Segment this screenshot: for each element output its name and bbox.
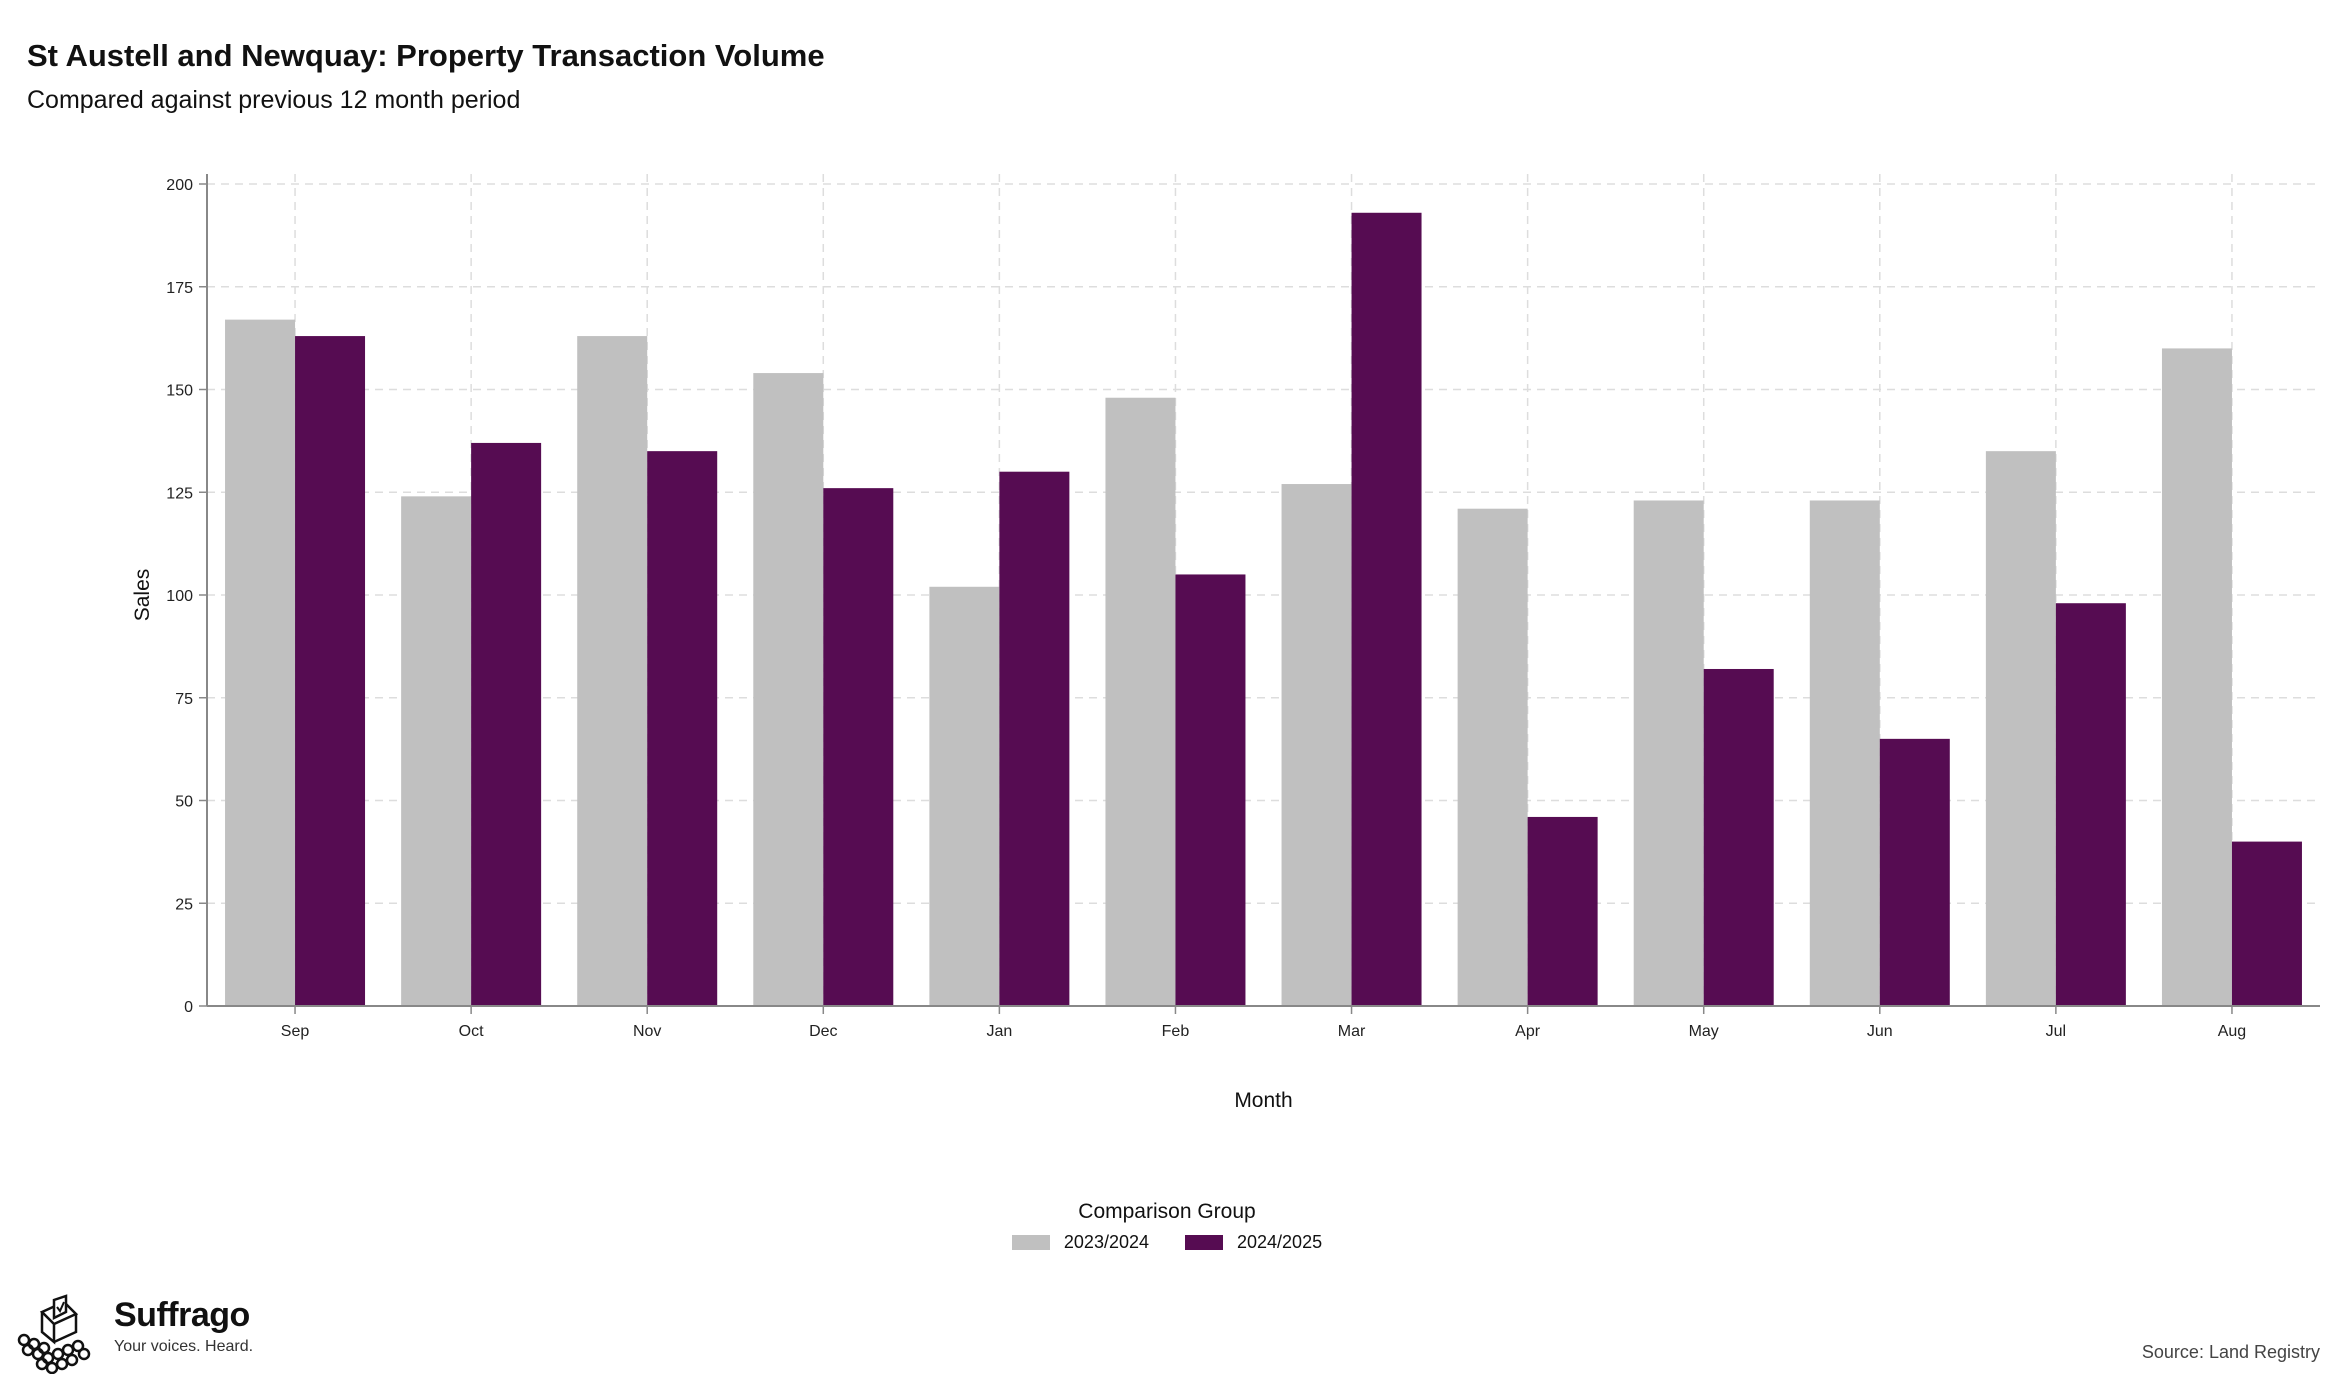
legend-label: 2024/2025 [1237, 1232, 1323, 1252]
bar-2023-2024-jul [1985, 451, 2056, 1006]
y-tick-label: 125 [166, 485, 193, 502]
x-tick-label: May [1689, 1023, 1719, 1040]
bar-2024-2025-jan [999, 471, 1070, 1006]
x-tick-label: Sep [281, 1023, 310, 1040]
legend: Comparison Group 2023/2024 2024/2025 [0, 1200, 2334, 1253]
bar-2023-2024-dec [753, 373, 824, 1006]
source-note: Source: Land Registry [2141, 1342, 2320, 1362]
y-tick-label: 0 [184, 999, 193, 1016]
bar-2024-2025-sep [295, 336, 366, 1006]
bar-2024-2025-oct [471, 442, 542, 1006]
x-tick-label: Apr [1515, 1023, 1541, 1040]
bar-2024-2025-feb [1175, 574, 1246, 1006]
bar-2023-2024-sep [225, 319, 296, 1006]
x-tick-label: Jan [986, 1023, 1012, 1040]
x-axis-title: Month [1234, 1089, 1292, 1112]
bar-2023-2024-mar [1281, 484, 1352, 1006]
bar-2023-2024-feb [1105, 397, 1176, 1007]
chart-subtitle: Compared against previous 12 month perio… [27, 86, 521, 114]
bar-2023-2024-jan [929, 586, 1000, 1006]
y-tick-label: 150 [166, 383, 193, 400]
brand-name: Suffrago [114, 1296, 250, 1334]
bar-2024-2025-mar [1351, 212, 1422, 1006]
bars [225, 212, 2302, 1007]
x-tick-label: Mar [1338, 1023, 1366, 1040]
brand-tagline: Your voices. Heard. [114, 1338, 254, 1355]
x-tick-label: Aug [2218, 1023, 2246, 1040]
x-tick-label: Oct [459, 1023, 484, 1040]
legend-item: 2023/2024 [1011, 1232, 1149, 1253]
y-axis-title: Sales [131, 569, 154, 622]
bar-2023-2024-oct [401, 496, 472, 1006]
y-tick-label: 75 [175, 691, 193, 708]
brand-text: Suffrago Your voices. Heard. [114, 1292, 253, 1356]
x-tick-label: Jun [1867, 1023, 1893, 1040]
bar-2023-2024-nov [577, 336, 648, 1006]
bar-2024-2025-may [1703, 668, 1774, 1006]
y-tick-label: 175 [166, 280, 193, 297]
bar-2023-2024-jun [1809, 500, 1880, 1006]
x-tick-label: Dec [809, 1023, 837, 1040]
legend-items: 2023/2024 2024/2025 [0, 1232, 2334, 1253]
bar-2024-2025-nov [647, 451, 718, 1006]
y-tick-label: 100 [166, 588, 193, 605]
brand-logo: Suffrago Your voices. Heard. [14, 1292, 253, 1379]
legend-title: Comparison Group [1078, 1200, 1256, 1223]
y-tick-label: 25 [175, 896, 193, 913]
bar-2023-2024-apr [1457, 508, 1528, 1006]
bar-2023-2024-aug [2161, 348, 2232, 1006]
legend-item: 2024/2025 [1185, 1232, 1322, 1253]
bar-2024-2025-jun [1879, 738, 1950, 1006]
legend-label: 2023/2024 [1063, 1232, 1149, 1252]
legend-swatch [1011, 1235, 1050, 1250]
x-tick-label: Nov [633, 1023, 661, 1040]
bar-chart: 0 25 50 75 100 125 150 175 200 Sep Oct Nov Dec Jan Feb… [131, 174, 2320, 1112]
x-tick-label: Jul [2046, 1023, 2066, 1040]
bar-2024-2025-dec [823, 488, 894, 1006]
y-tick-label: 200 [166, 177, 193, 194]
chart-title: St Austell and Newquay: Property Transac… [27, 38, 825, 73]
ballot-box-icon [14, 1292, 106, 1379]
x-tick-label: Feb [1162, 1023, 1190, 1040]
bar-2024-2025-jul [2055, 603, 2126, 1006]
bar-2024-2025-apr [1527, 816, 1598, 1006]
axes: 0 25 50 75 100 125 150 175 200 Sep Oct Nov Dec Jan Feb… [166, 174, 2320, 1040]
bar-2023-2024-may [1633, 500, 1704, 1006]
legend-swatch [1185, 1235, 1223, 1250]
bar-2024-2025-aug [2231, 841, 2302, 1006]
y-tick-label: 50 [175, 794, 193, 811]
